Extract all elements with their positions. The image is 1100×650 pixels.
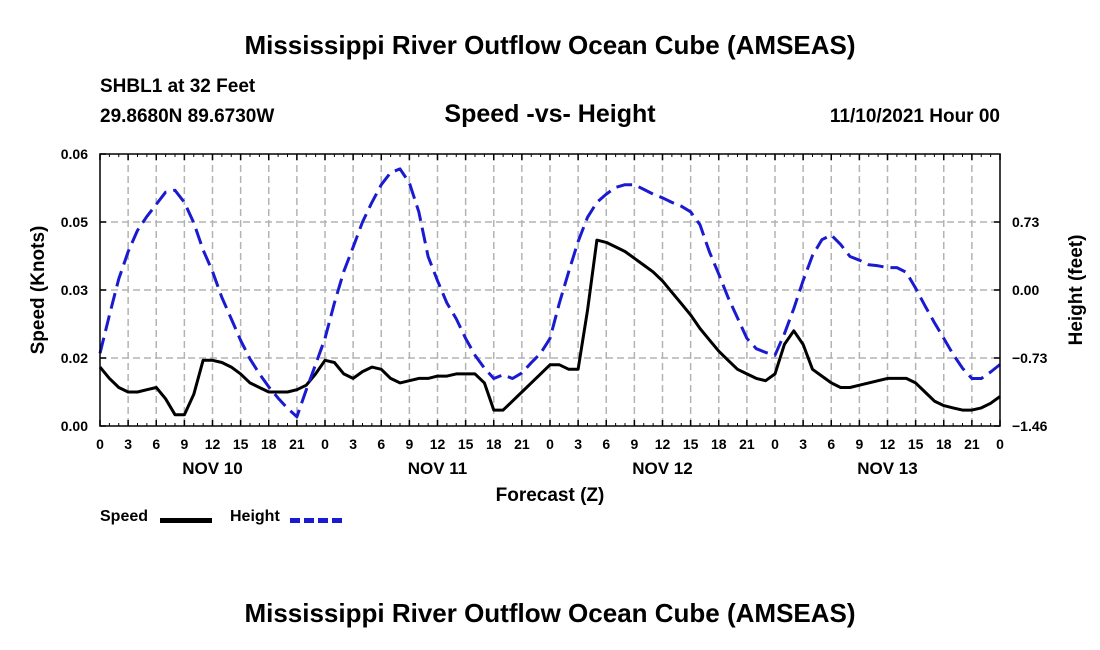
x-tick-label: 18 bbox=[261, 436, 277, 452]
x-tick-label: 18 bbox=[936, 436, 952, 452]
x-tick-label: 21 bbox=[739, 436, 755, 452]
x-tick-label: 6 bbox=[152, 436, 160, 452]
x-tick-label: 15 bbox=[233, 436, 249, 452]
x-tick-label: 9 bbox=[180, 436, 188, 452]
x-day-label: NOV 10 bbox=[182, 459, 242, 478]
x-tick-label: 6 bbox=[827, 436, 835, 452]
x-tick-label: 21 bbox=[514, 436, 530, 452]
x-tick-label: 21 bbox=[964, 436, 980, 452]
y-axis-label-height: Height (feet) bbox=[1066, 235, 1087, 346]
x-tick-label: 0 bbox=[321, 436, 329, 452]
chart-subtitle: Speed -vs- Height bbox=[444, 100, 656, 128]
legend-swatch-height bbox=[290, 518, 342, 523]
x-tick-label: 12 bbox=[205, 436, 221, 452]
y2-tick-label: −1.46 bbox=[1012, 418, 1048, 434]
x-tick-label: 0 bbox=[771, 436, 779, 452]
x-tick-label: 12 bbox=[880, 436, 896, 452]
x-day-label: NOV 11 bbox=[408, 459, 468, 478]
station-label: SHBL1 at 32 Feet bbox=[100, 76, 256, 97]
x-day-label: NOV 12 bbox=[632, 459, 692, 478]
series-line-height bbox=[98, 167, 1001, 419]
x-tick-label: 18 bbox=[486, 436, 502, 452]
x-tick-label: 12 bbox=[430, 436, 446, 452]
footer-title: Mississippi River Outflow Ocean Cube (AM… bbox=[244, 598, 856, 628]
page-title: Mississippi River Outflow Ocean Cube (AM… bbox=[244, 30, 856, 60]
y-tick-label: 0.06 bbox=[61, 146, 88, 162]
y-tick-label: 0.02 bbox=[61, 350, 88, 366]
legend-label-height: Height bbox=[230, 508, 280, 525]
legend-swatch-speed bbox=[160, 518, 212, 523]
x-tick-label: 3 bbox=[799, 436, 807, 452]
y2-tick-label: −0.73 bbox=[1012, 350, 1048, 366]
x-day-label: NOV 13 bbox=[857, 459, 917, 478]
x-tick-label: 15 bbox=[458, 436, 474, 452]
x-tick-label: 0 bbox=[996, 436, 1004, 452]
x-tick-label: 6 bbox=[602, 436, 610, 452]
x-tick-label: 3 bbox=[124, 436, 132, 452]
x-tick-label: 0 bbox=[546, 436, 554, 452]
x-tick-label: 15 bbox=[683, 436, 699, 452]
legend-label-speed: Speed bbox=[100, 508, 149, 525]
x-tick-label: 9 bbox=[405, 436, 413, 452]
series-line-speed bbox=[98, 238, 1001, 417]
x-tick-label: 15 bbox=[908, 436, 924, 452]
y2-tick-label: 0.00 bbox=[1012, 282, 1039, 298]
x-tick-label: 6 bbox=[377, 436, 385, 452]
coordinates-label: 29.8680N 89.6730W bbox=[100, 106, 275, 127]
x-tick-label: 3 bbox=[574, 436, 582, 452]
x-tick-label: 0 bbox=[96, 436, 104, 452]
x-tick-label: 3 bbox=[349, 436, 357, 452]
forecast-datetime: 11/10/2021 Hour 00 bbox=[829, 106, 1000, 127]
y2-tick-label: 0.73 bbox=[1012, 214, 1039, 230]
x-tick-label: 9 bbox=[855, 436, 863, 452]
x-tick-label: 9 bbox=[630, 436, 638, 452]
y-tick-label: 0.03 bbox=[61, 282, 88, 298]
y-tick-label: 0.00 bbox=[61, 418, 88, 434]
y-tick-label: 0.05 bbox=[61, 214, 88, 230]
x-tick-label: 21 bbox=[289, 436, 305, 452]
x-tick-label: 18 bbox=[711, 436, 727, 452]
x-tick-label: 12 bbox=[655, 436, 671, 452]
x-axis-label: Forecast (Z) bbox=[496, 485, 605, 506]
y-axis-label-speed: Speed (Knots) bbox=[28, 226, 49, 355]
